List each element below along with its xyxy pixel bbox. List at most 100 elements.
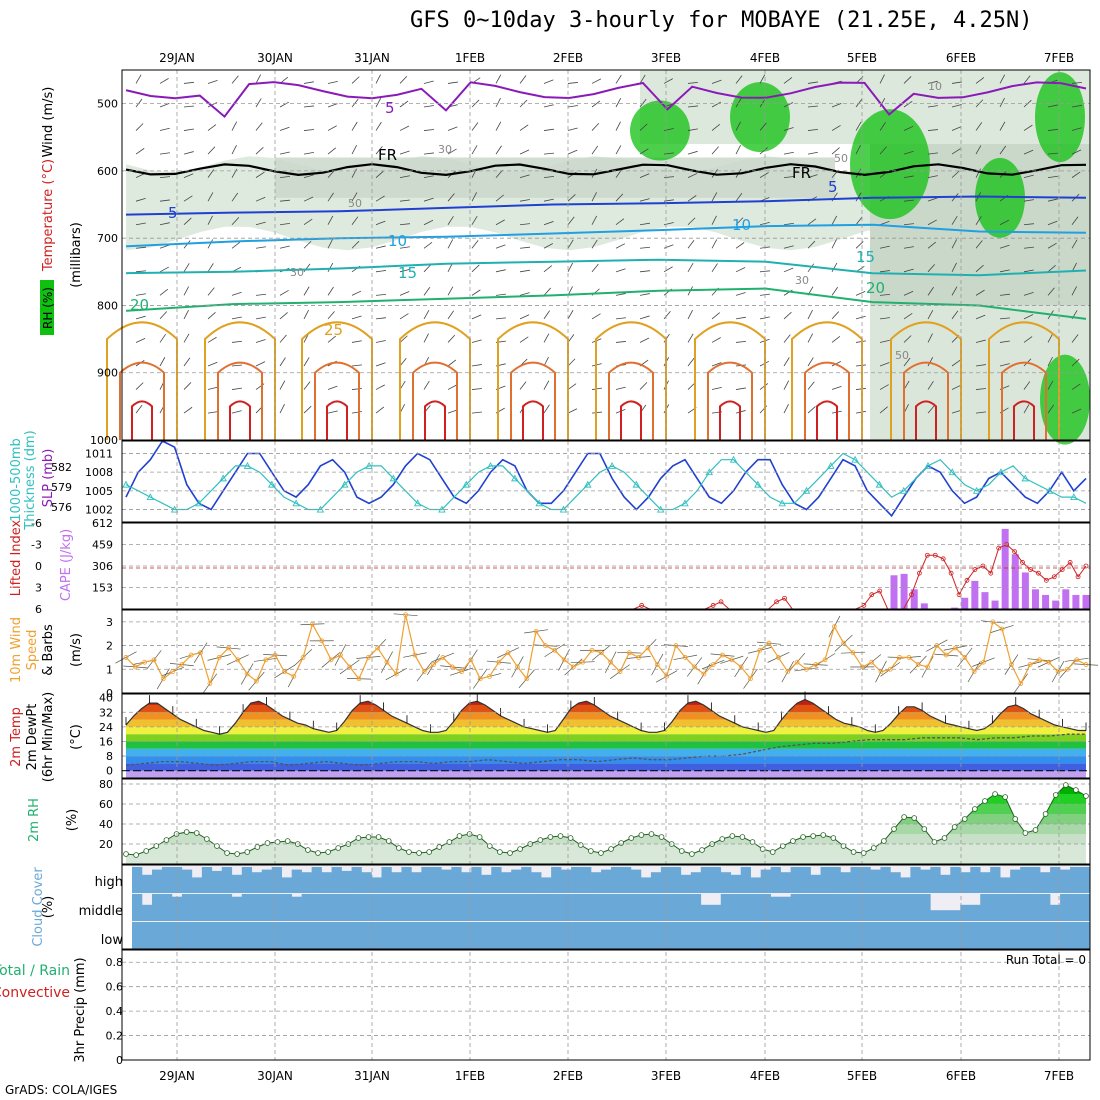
cloud-bar-low	[391, 922, 402, 949]
cloud-bar-low	[361, 922, 372, 949]
upper-ytick-label: 900	[97, 367, 118, 380]
upper-ytick-label: 600	[97, 165, 118, 178]
wind-barb	[807, 218, 817, 226]
ylabel-cape: CAPE (J/kg)	[59, 529, 74, 601]
cape-ytick-label: 612	[92, 517, 113, 530]
wind-barb	[567, 383, 577, 390]
wind-barb	[159, 176, 170, 179]
thickness-point	[608, 461, 616, 469]
wind-speed-point	[412, 652, 418, 658]
wind-speed-point	[1018, 681, 1024, 686]
wind-barb	[495, 269, 506, 273]
wind-barb	[519, 336, 529, 343]
cloud-bar-high	[561, 869, 572, 893]
lifted-index-point	[909, 592, 914, 598]
cloud-bar-high	[620, 867, 632, 893]
wind-barb	[351, 145, 357, 155]
wind-barb	[399, 175, 410, 179]
wind-barb	[663, 128, 674, 131]
cape-bar	[910, 589, 918, 609]
thickness-point	[1021, 474, 1029, 482]
cloud-bar-middle	[141, 904, 153, 921]
rh-point	[426, 849, 432, 855]
wind-speed-point	[757, 647, 763, 653]
wind-barb	[447, 409, 458, 414]
rh-band	[126, 785, 1086, 794]
thickness-point	[535, 499, 543, 507]
cloud-bar-middle	[930, 910, 941, 921]
wind-barb	[495, 97, 501, 108]
wind-barb	[879, 122, 886, 131]
wind-barb	[1071, 171, 1081, 178]
wind-barb	[831, 239, 837, 249]
wind-barb	[567, 358, 576, 367]
wind-barb	[255, 171, 265, 178]
wind-barb	[1071, 286, 1077, 296]
wind-barb	[735, 387, 746, 390]
cloud-bar-middle	[710, 904, 722, 921]
cloud-bar-middle	[980, 894, 991, 921]
cloud-bar-middle	[371, 894, 382, 921]
lifted-index-point	[988, 570, 994, 576]
wind-barb	[687, 309, 693, 320]
wind-barb	[639, 337, 650, 343]
wind-barb	[303, 218, 313, 226]
wind-barb	[447, 359, 457, 367]
thickness-point	[462, 480, 471, 488]
wind-barb	[543, 79, 554, 84]
wind-barb	[231, 364, 242, 367]
isotherm-35	[915, 400, 937, 440]
rh-ytick-label: 20	[99, 838, 113, 851]
wind-speed-point	[692, 664, 697, 670]
cloud-bar-middle	[501, 894, 512, 921]
cloud-bar-high	[271, 867, 282, 893]
wind-barb	[351, 168, 357, 178]
wind-barb	[831, 125, 841, 131]
wind-speed-point	[198, 650, 203, 656]
cloud-bar-middle	[870, 894, 881, 921]
wind-barb	[1071, 239, 1078, 249]
wind-speed-point	[962, 655, 968, 660]
wind-speed-point	[1027, 662, 1033, 667]
cloud-bar-low	[481, 922, 492, 949]
cloud-bar-low	[461, 922, 472, 949]
wind-speed-point	[822, 657, 828, 663]
ylabel-precip: 3hr Precip (mm)	[73, 957, 88, 1062]
cloud-bar-high	[1060, 869, 1071, 893]
rh-point	[820, 832, 827, 838]
wind-speed-point	[580, 659, 586, 665]
wind-barb	[927, 264, 935, 273]
thickness-point	[365, 461, 373, 469]
contour-label: 5	[385, 99, 395, 117]
wind-barb	[255, 146, 264, 155]
wind-speed-point	[291, 674, 297, 679]
isotherm-25	[890, 321, 962, 440]
cloud-bar-high	[201, 867, 213, 893]
wind-barb	[471, 388, 482, 390]
wind-barb	[687, 81, 698, 84]
wind-barb	[495, 194, 505, 202]
wind-barb	[447, 148, 457, 155]
cloud-bar-high	[1080, 867, 1091, 893]
contour-label: 20	[866, 279, 885, 297]
cloud-bar-low	[700, 922, 712, 949]
wind-barb	[639, 74, 646, 84]
panel-frame-wind	[121, 609, 1091, 694]
cloud-bar-middle	[461, 894, 472, 921]
rh-point	[163, 837, 170, 843]
wind-speed-point	[533, 628, 539, 634]
wind-barb	[999, 97, 1005, 108]
rh-point	[1032, 827, 1039, 833]
wind-speed-point	[608, 659, 614, 665]
wind-barb	[279, 245, 290, 249]
isotherm-25	[204, 321, 276, 440]
cloud-bar-middle	[581, 894, 592, 921]
thickness-point	[413, 499, 422, 507]
wind-barb	[615, 145, 622, 155]
wind-barb	[423, 197, 434, 202]
cloud-bar-high	[471, 867, 482, 893]
precip-ytick-label: 0	[116, 1054, 123, 1067]
wind-barb	[159, 244, 170, 249]
wind-barb	[1047, 128, 1058, 131]
wind-barb	[831, 262, 838, 273]
